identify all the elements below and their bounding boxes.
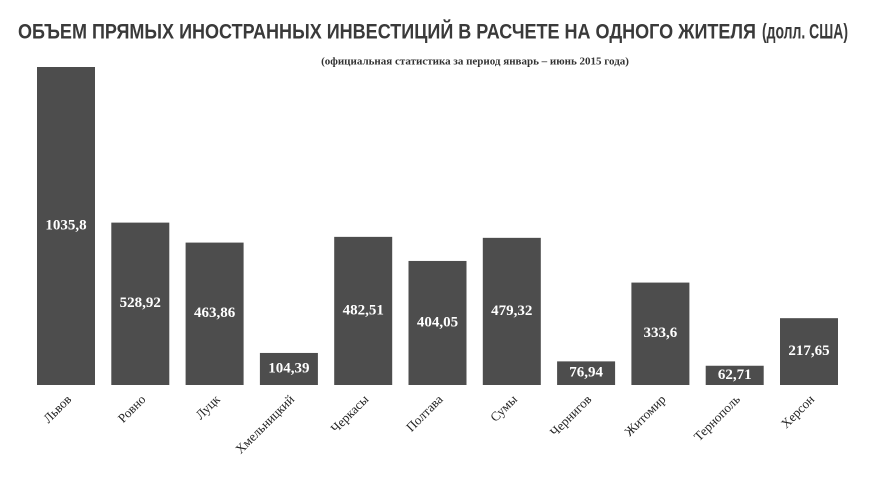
- x-tick-label: Ровно: [115, 392, 149, 426]
- bar: [37, 67, 95, 385]
- bar: [111, 222, 170, 385]
- x-tick-label: Чернигов: [547, 392, 595, 440]
- bar: [185, 242, 244, 385]
- bar: [259, 352, 318, 385]
- chart-unit: (долл. США): [762, 21, 848, 44]
- x-tick-label: Львов: [40, 392, 74, 426]
- bar: [482, 237, 541, 385]
- value-label: 463,86: [194, 305, 236, 321]
- bar: [631, 282, 690, 385]
- bar: [705, 365, 764, 385]
- value-label: 479,32: [491, 303, 532, 319]
- value-label: 76,94: [569, 365, 603, 381]
- x-tick-label: Хмельницкий: [232, 392, 297, 457]
- bar: [780, 318, 838, 385]
- bar: [408, 260, 467, 385]
- value-label: 62,71: [718, 367, 752, 383]
- bar: [334, 236, 393, 385]
- value-label: 1035,8: [45, 217, 86, 233]
- x-tick-label: Полтава: [403, 391, 446, 434]
- value-label: 528,92: [120, 295, 161, 311]
- x-tick-label: Луцк: [192, 391, 223, 422]
- x-tick-label: Херсон: [778, 392, 818, 432]
- x-tick-label: Тернополь: [691, 392, 743, 444]
- chart-title: ОБЪЕМ ПРЯМЫХ ИНОСТРАННЫХ ИНВЕСТИЦИЙ В РА…: [18, 20, 756, 44]
- value-label: 217,65: [788, 343, 829, 359]
- value-label: 482,51: [343, 302, 384, 318]
- x-tick-label: Сумы: [487, 391, 520, 424]
- x-tick-label: Черкасы: [328, 391, 372, 435]
- x-tick-label: Житомир: [621, 392, 668, 439]
- value-label: 404,05: [417, 314, 458, 330]
- value-label: 104,39: [268, 360, 309, 376]
- bar: [557, 361, 616, 385]
- value-label: 333,6: [644, 325, 678, 341]
- chart-subtitle: (официальная статистика за период январь…: [321, 56, 629, 68]
